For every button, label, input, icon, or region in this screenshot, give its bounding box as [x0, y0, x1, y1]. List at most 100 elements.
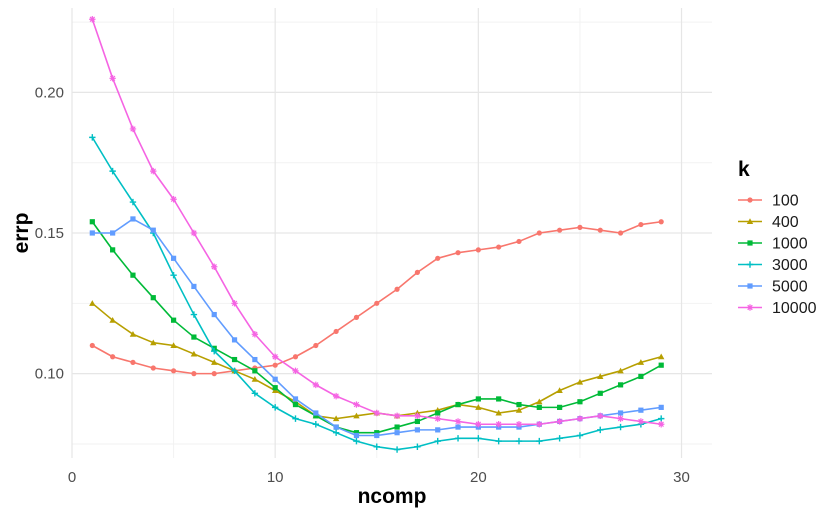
series-point — [313, 413, 319, 419]
legend-label: 400 — [772, 214, 799, 231]
legend-item-1000: 1000 — [738, 236, 808, 253]
series-point — [211, 347, 218, 355]
series-point — [394, 424, 400, 430]
series-point — [475, 435, 482, 442]
series-point — [313, 342, 319, 349]
legend-title: k — [738, 158, 750, 181]
series-point — [150, 339, 157, 346]
series-point — [89, 134, 96, 141]
series-point — [617, 410, 624, 416]
series-point — [109, 167, 116, 175]
series-point — [597, 426, 604, 434]
series-point — [150, 167, 157, 175]
series-point — [455, 401, 461, 408]
series-10000 — [89, 16, 665, 428]
legend-item-400: 400 — [738, 214, 799, 231]
series-point — [89, 16, 96, 23]
legend-label: 10000 — [772, 300, 817, 317]
series-point — [374, 430, 380, 436]
series-point — [556, 418, 563, 425]
series-point — [89, 342, 95, 349]
series-point — [455, 250, 461, 256]
series-point — [353, 401, 360, 408]
series-point — [332, 392, 340, 400]
series-point — [617, 230, 624, 236]
series-point — [129, 198, 137, 206]
series-point — [746, 261, 754, 268]
series-point — [150, 365, 156, 371]
series-point — [617, 423, 624, 431]
series-point — [109, 316, 116, 323]
series-point — [747, 283, 753, 289]
series-point — [638, 407, 644, 413]
series-point — [617, 415, 624, 422]
series-1000 — [89, 219, 664, 436]
series-point — [150, 295, 156, 301]
series-point — [170, 317, 177, 323]
series-point — [454, 435, 462, 442]
series-point — [515, 437, 523, 445]
series-point — [89, 300, 96, 306]
series-point — [292, 354, 299, 360]
series-point — [434, 415, 441, 422]
series-point — [496, 244, 502, 250]
series-point — [747, 240, 753, 246]
series-point — [637, 418, 645, 425]
series-point — [394, 286, 400, 292]
series-point — [89, 219, 95, 225]
series-point — [252, 368, 258, 374]
y-tick-label: 0.20 — [35, 84, 64, 101]
series-point — [231, 356, 238, 363]
x-tick-label: 20 — [470, 469, 487, 486]
series-point — [211, 371, 217, 377]
series-point — [617, 382, 624, 388]
series-point — [434, 437, 441, 445]
x-axis-title: ncomp — [358, 485, 427, 508]
series-point — [312, 381, 320, 389]
y-axis-title: errp — [10, 213, 33, 254]
series-point — [475, 396, 481, 402]
series-point — [454, 418, 462, 425]
series-point — [746, 304, 754, 311]
series-point — [475, 421, 482, 428]
series-point — [556, 435, 563, 442]
series-point — [393, 412, 401, 420]
series-point — [353, 412, 360, 419]
series-point — [658, 421, 665, 428]
series-point — [556, 387, 563, 394]
series-point — [435, 410, 441, 416]
legend-label: 3000 — [772, 257, 808, 274]
series-point — [110, 247, 116, 253]
series-point — [495, 437, 502, 445]
series-point — [455, 424, 461, 430]
series-point — [435, 255, 441, 261]
series-point — [191, 371, 197, 377]
series-point — [515, 406, 523, 413]
series-point — [129, 125, 137, 133]
series-point — [353, 430, 360, 436]
series-point — [515, 421, 523, 428]
series-point — [414, 412, 421, 420]
series-point — [333, 424, 339, 430]
y-tick-label: 0.10 — [35, 366, 64, 383]
series-point — [191, 283, 197, 290]
series-point — [617, 367, 624, 374]
series-point — [251, 390, 259, 397]
series-point — [414, 269, 420, 275]
legend-label: 5000 — [772, 279, 808, 296]
series-point — [576, 415, 584, 422]
legend-item-10000: 10000 — [738, 300, 817, 317]
series-point — [557, 227, 563, 233]
series-point — [292, 396, 299, 402]
series-point — [495, 409, 502, 416]
series-point — [211, 311, 217, 318]
legend-item-100: 100 — [738, 193, 799, 210]
series-point — [292, 367, 299, 375]
series-point — [475, 404, 482, 410]
series-point — [170, 271, 177, 279]
series-point — [638, 373, 644, 380]
series-point — [516, 238, 522, 245]
x-tick-label: 10 — [267, 469, 284, 486]
